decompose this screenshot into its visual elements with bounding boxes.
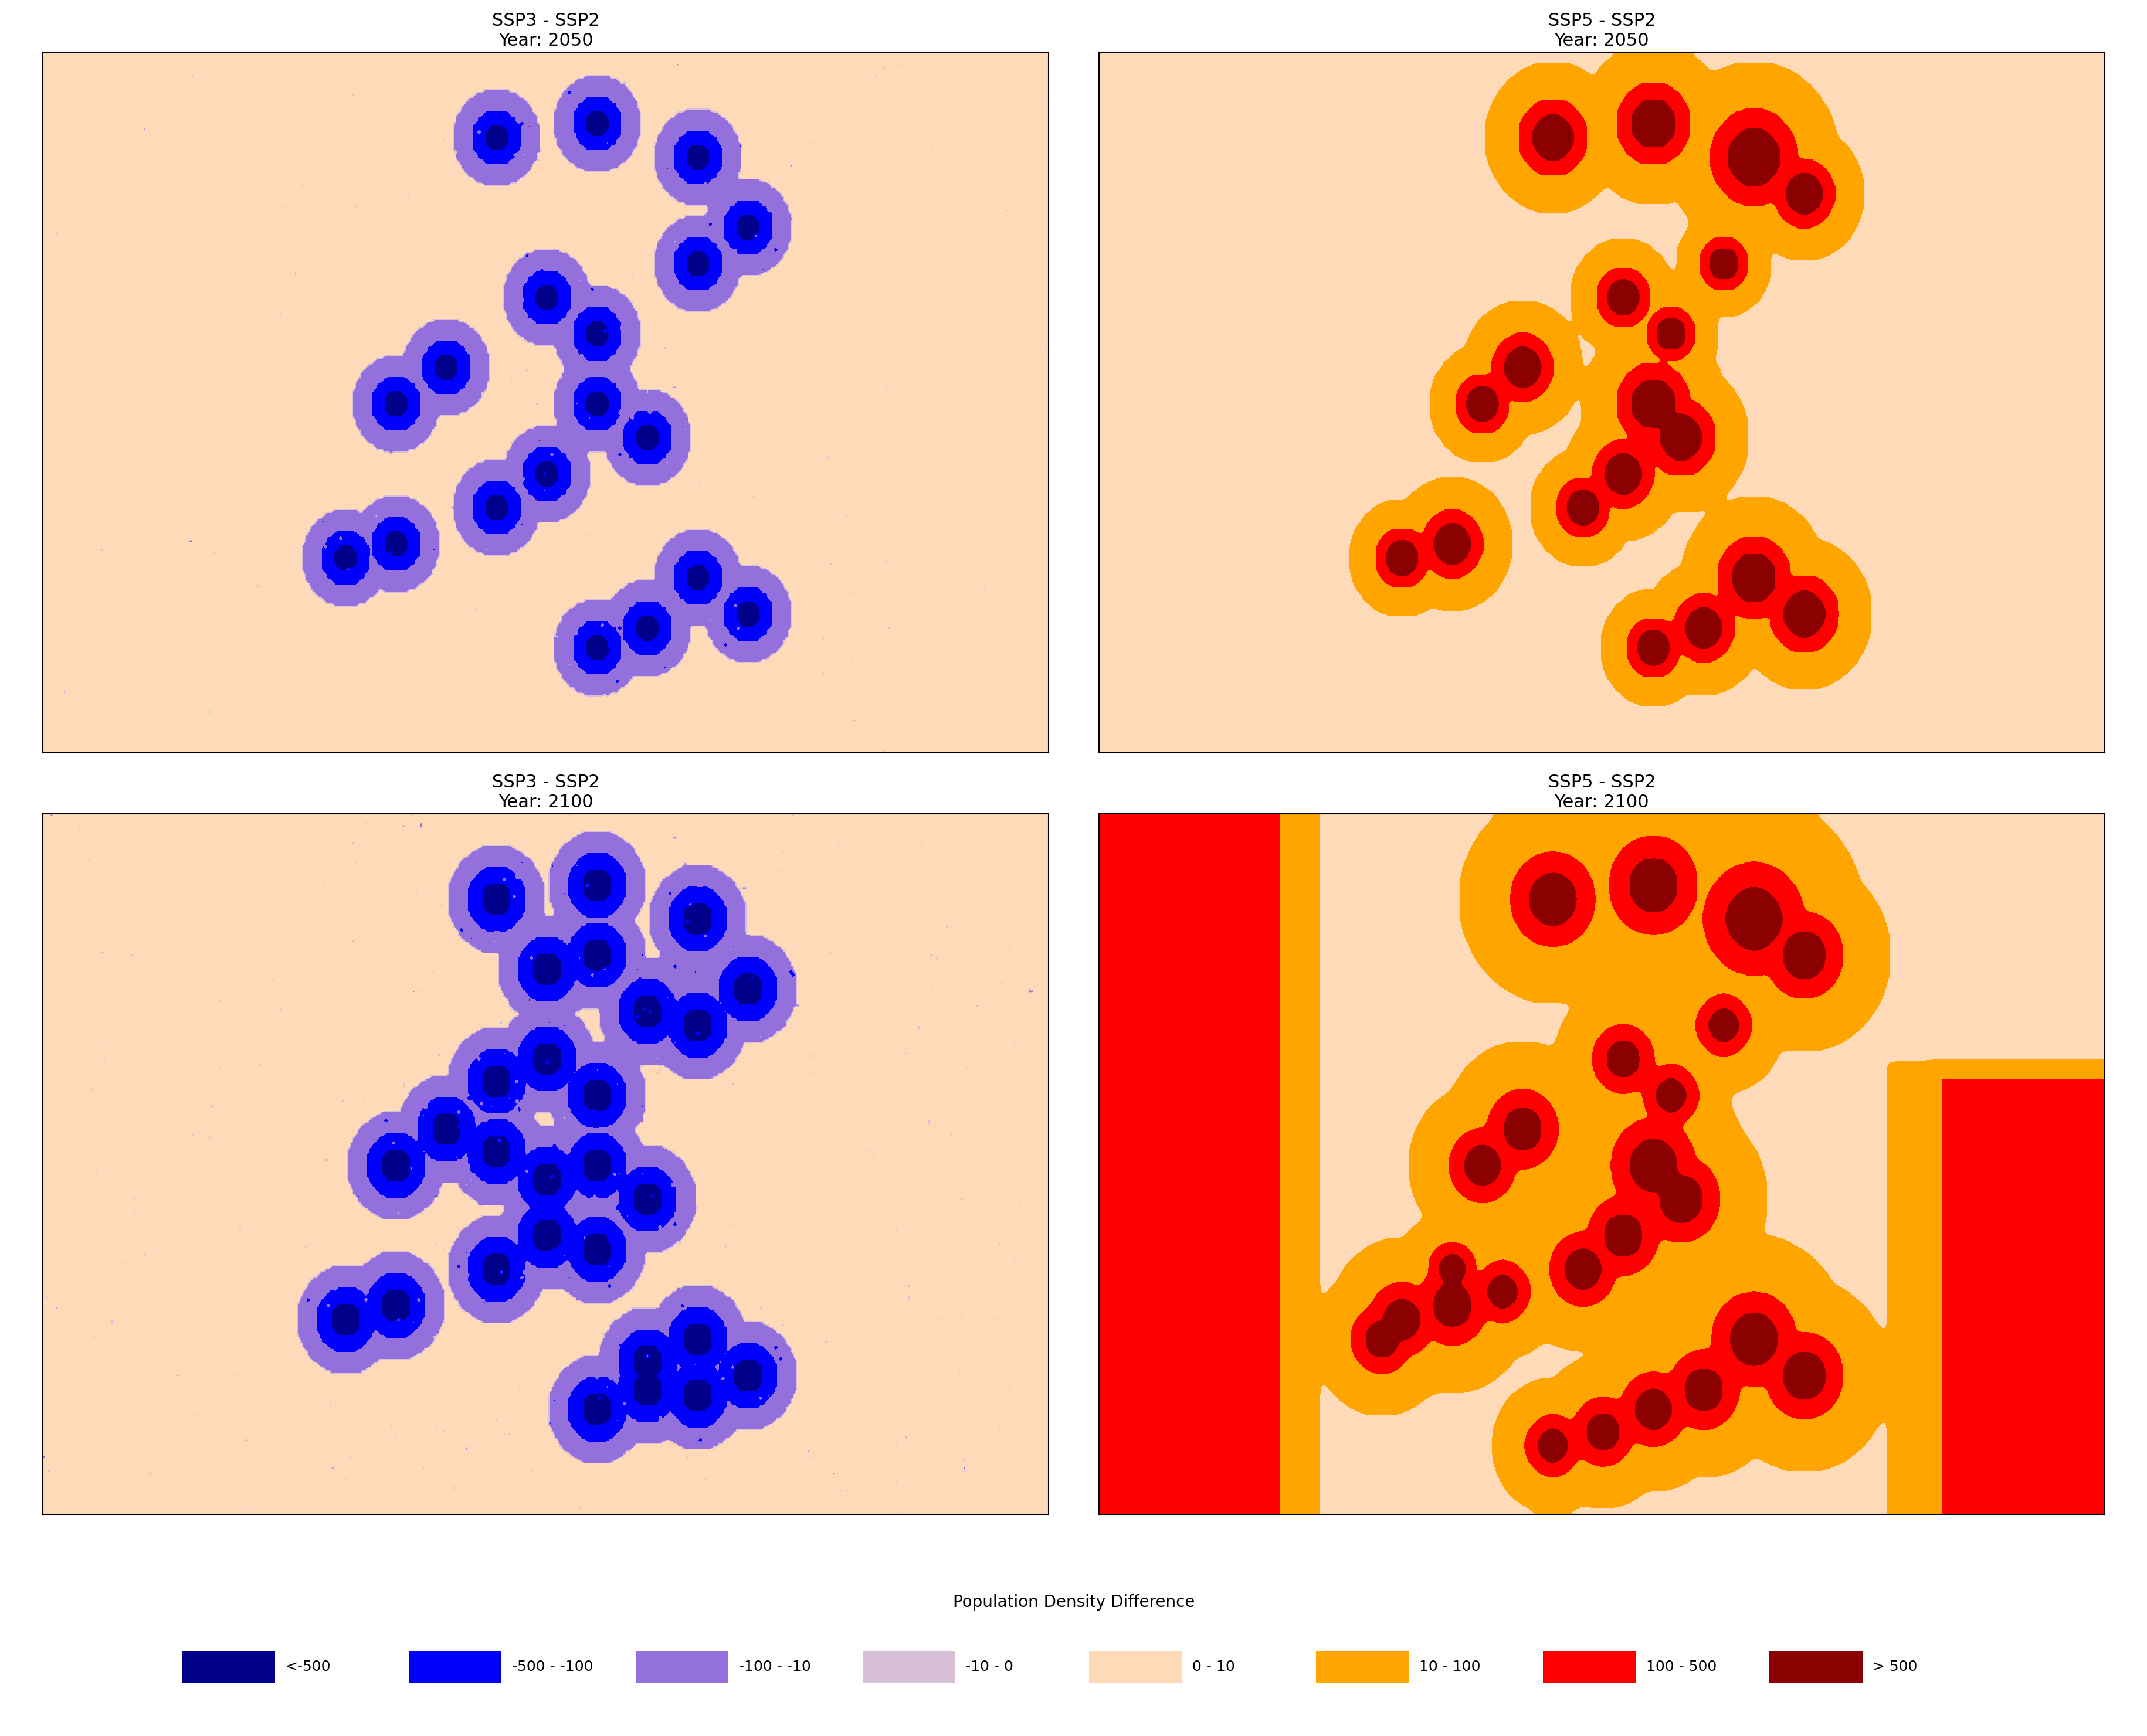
Text: -10 - 0: -10 - 0 <box>966 1660 1013 1674</box>
Text: -500 - -100: -500 - -100 <box>511 1660 593 1674</box>
FancyBboxPatch shape <box>863 1651 955 1682</box>
FancyBboxPatch shape <box>1769 1651 1861 1682</box>
FancyBboxPatch shape <box>1089 1651 1181 1682</box>
Text: <-500: <-500 <box>286 1660 331 1674</box>
Text: Population Density Difference: Population Density Difference <box>953 1594 1194 1611</box>
Text: 100 - 500: 100 - 500 <box>1645 1660 1715 1674</box>
Title: SSP5 - SSP2
Year: 2100: SSP5 - SSP2 Year: 2100 <box>1548 774 1655 811</box>
Text: > 500: > 500 <box>1872 1660 1917 1674</box>
Text: -100 - -10: -100 - -10 <box>739 1660 812 1674</box>
Title: SSP3 - SSP2
Year: 2050: SSP3 - SSP2 Year: 2050 <box>492 12 599 49</box>
Text: 0 - 10: 0 - 10 <box>1192 1660 1235 1674</box>
Text: 10 - 100: 10 - 100 <box>1419 1660 1479 1674</box>
FancyBboxPatch shape <box>636 1651 728 1682</box>
Title: SSP5 - SSP2
Year: 2050: SSP5 - SSP2 Year: 2050 <box>1548 12 1655 49</box>
FancyBboxPatch shape <box>408 1651 502 1682</box>
FancyBboxPatch shape <box>1316 1651 1408 1682</box>
FancyBboxPatch shape <box>182 1651 275 1682</box>
FancyBboxPatch shape <box>1542 1651 1636 1682</box>
Title: SSP3 - SSP2
Year: 2100: SSP3 - SSP2 Year: 2100 <box>492 774 599 811</box>
